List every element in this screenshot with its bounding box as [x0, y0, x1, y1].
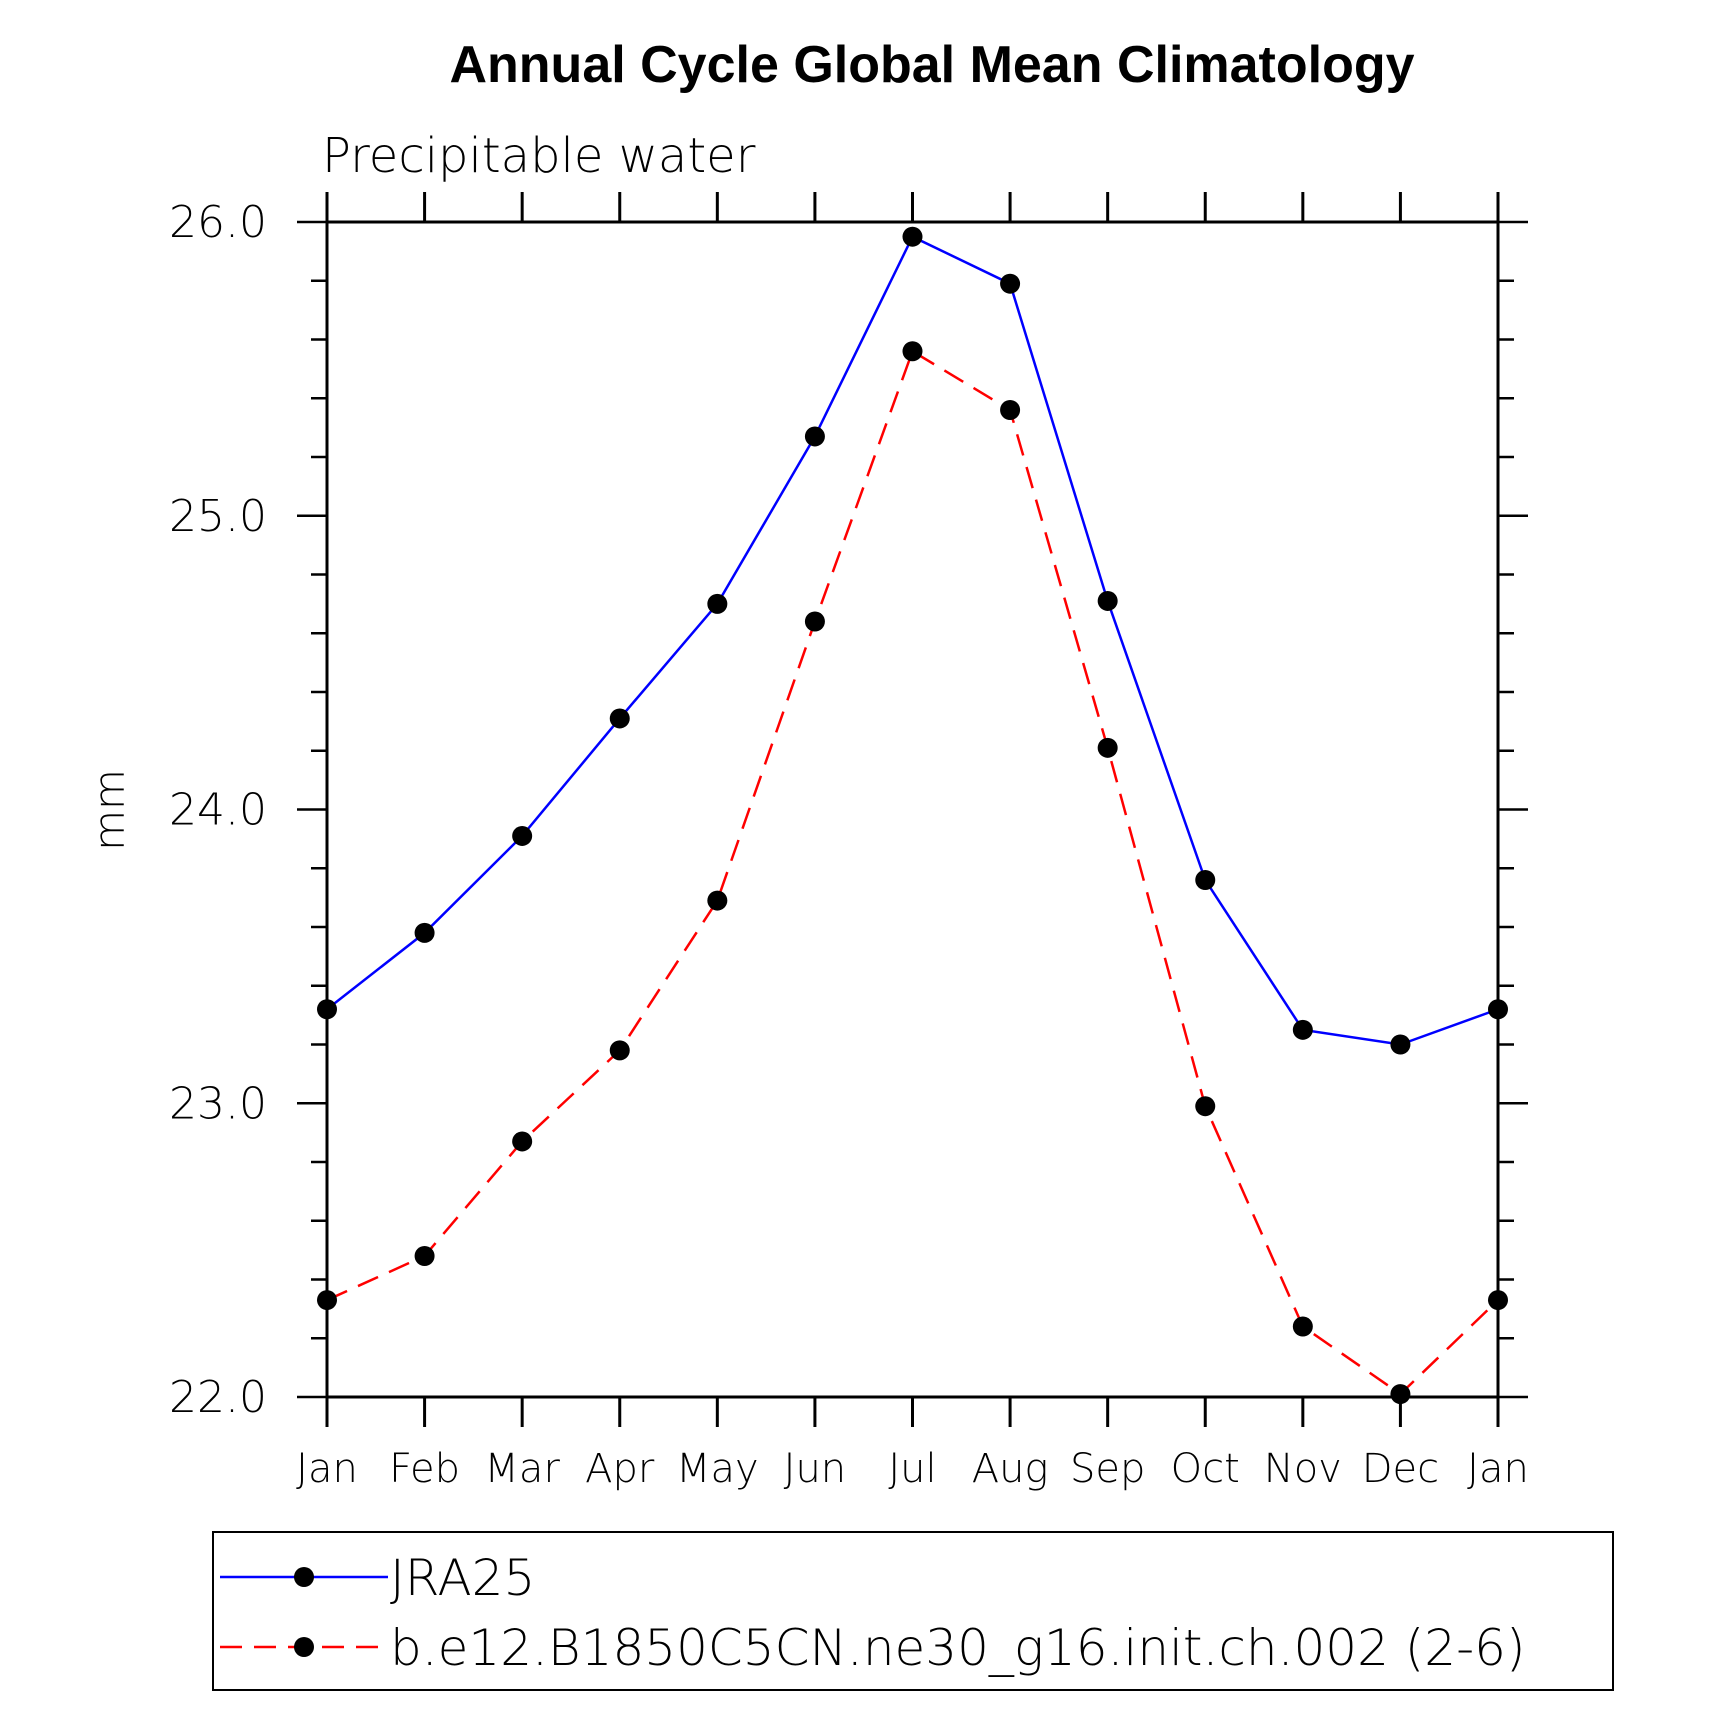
x-tick-label: Jun: [784, 1446, 847, 1492]
y-axis-label: mm: [85, 769, 134, 851]
data-point: [414, 1246, 435, 1266]
data-point: [902, 341, 923, 362]
x-tick-label: May: [676, 1446, 759, 1492]
data-point: [512, 1131, 533, 1152]
x-tick-label: Apr: [585, 1446, 655, 1492]
data-point: [1000, 273, 1021, 294]
data-point: [1195, 1096, 1216, 1117]
data-point: [804, 426, 825, 447]
legend-label: JRA25: [390, 1549, 535, 1607]
x-tick-label: Mar: [484, 1446, 560, 1492]
data-point: [707, 890, 728, 911]
y-tick-label: 26.0: [169, 197, 267, 248]
legend-label: b.e12.B1850C5CN.ne30_g16.init.ch.002 (2-…: [390, 1619, 1525, 1677]
y-tick-label: 22.0: [169, 1372, 267, 1423]
legend-box: [212, 1531, 1614, 1691]
x-tick-label: Sep: [1070, 1446, 1145, 1492]
data-point: [317, 999, 337, 1020]
data-point: [804, 611, 825, 632]
x-tick-label: Aug: [972, 1446, 1049, 1492]
data-point: [1195, 870, 1216, 890]
x-tick-label: Jul: [888, 1446, 936, 1492]
series-layer: [317, 226, 1508, 1405]
y-tick-label: 23.0: [169, 1078, 267, 1129]
data-point: [707, 593, 728, 614]
data-point: [512, 825, 533, 846]
data-point: [1488, 999, 1508, 1020]
data-point: [902, 226, 923, 247]
axis-ticks: [297, 192, 1528, 1427]
x-tick-label: Dec: [1362, 1446, 1439, 1492]
data-point: [414, 922, 435, 943]
x-tick-label: Nov: [1264, 1446, 1342, 1492]
series-line: [326, 349, 1499, 1396]
data-point: [1292, 1019, 1313, 1040]
x-tick-label: Feb: [389, 1446, 460, 1492]
x-tick-label: Jan: [1467, 1446, 1529, 1492]
plot-frame: [325, 220, 1500, 1399]
axis-tick-labels: Jan Feb Mar Apr May Jun Jul Aug Sep Oct Nov Dec Jan 2…: [169, 197, 1529, 1492]
data-point: [1390, 1034, 1411, 1055]
x-tick-label: Oct: [1171, 1446, 1240, 1492]
legend: JRA25 b.e12.B1850C5CN.ne30_g16.init.ch.00…: [220, 1549, 1525, 1677]
data-point: [609, 1040, 630, 1061]
y-tick-label: 24.0: [169, 785, 267, 836]
data-point: [317, 1290, 337, 1311]
x-tick-label: Jan: [296, 1446, 358, 1492]
data-point: [1390, 1384, 1411, 1405]
y-tick-label: 25.0: [169, 491, 267, 542]
data-point: [1097, 590, 1118, 611]
chart-subtitle: Precipitable water: [322, 128, 756, 184]
data-point: [1292, 1316, 1313, 1337]
legend-marker: [294, 1637, 314, 1657]
data-point: [1097, 737, 1118, 758]
data-point: [1000, 400, 1021, 420]
legend-marker: [294, 1567, 314, 1587]
data-point: [609, 708, 630, 729]
chart-title: Annual Cycle Global Mean Climatology: [449, 36, 1414, 94]
data-point: [1488, 1290, 1508, 1311]
